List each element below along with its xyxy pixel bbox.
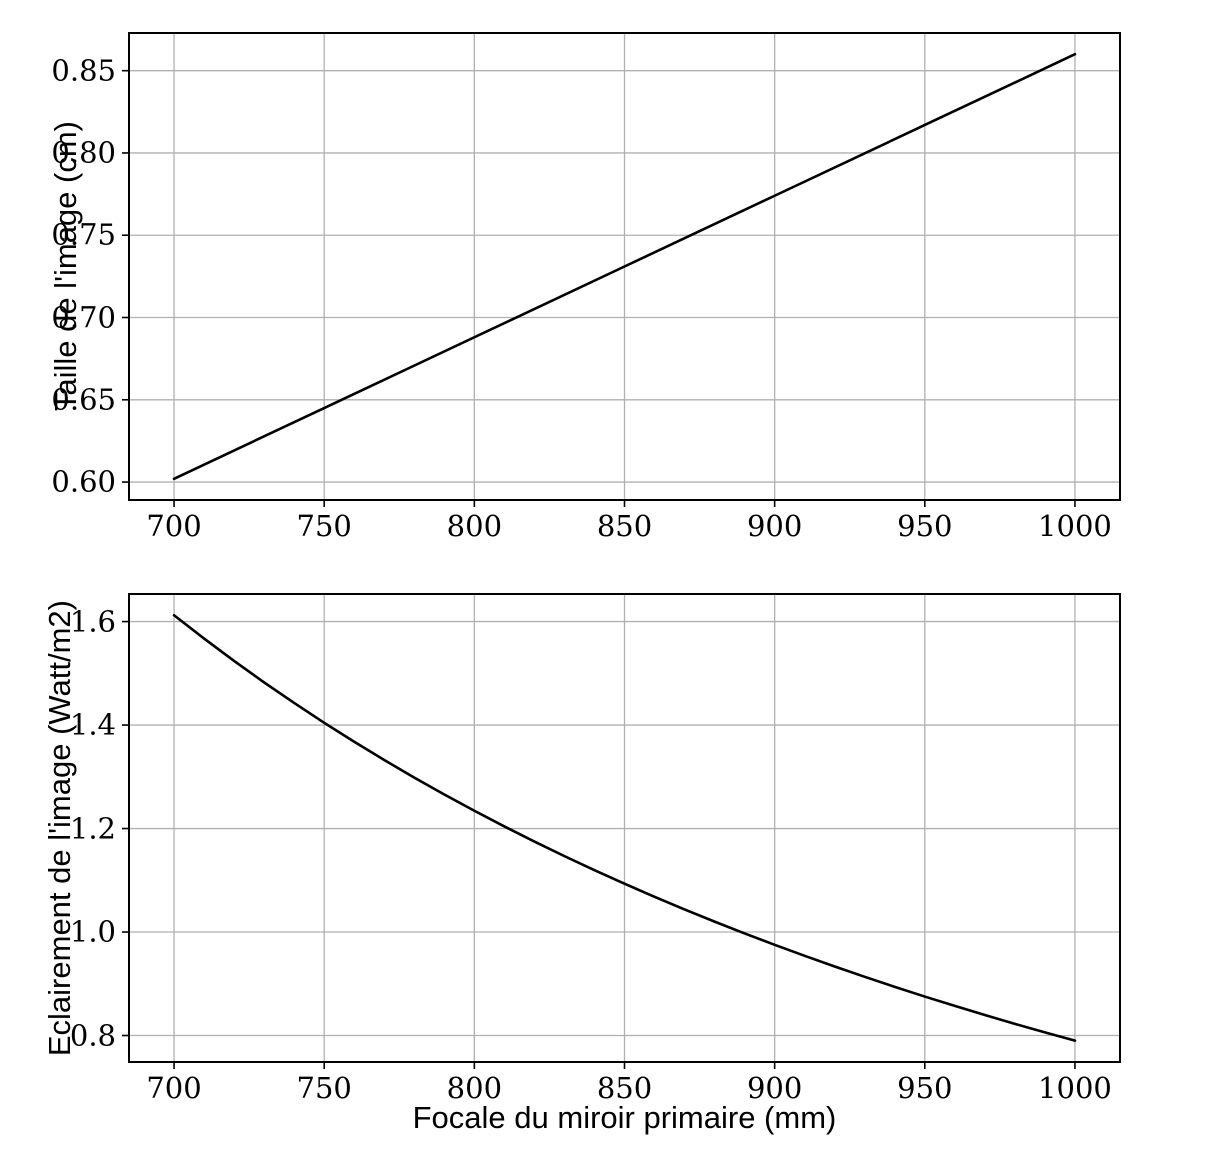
data-line bbox=[172, 613, 1077, 1042]
x-tick-label: 900 bbox=[746, 509, 803, 543]
axes-spines bbox=[128, 593, 1121, 1063]
y-tick-label: 1.2 bbox=[69, 811, 116, 846]
y-tick-label: 0.8 bbox=[69, 1018, 116, 1052]
x-tick-label: 1000 bbox=[1038, 1071, 1112, 1105]
x-tick-label: 950 bbox=[897, 509, 953, 543]
plot-illuminance: Eclairement de l'image (Watt/m2) 700 750 8… bbox=[42, 593, 1121, 1103]
plot-canvas-illuminance bbox=[122, 593, 1121, 1069]
x-tick-label: 750 bbox=[296, 1071, 352, 1105]
y-tick-label: 1.0 bbox=[69, 914, 116, 949]
x-tick-label: 850 bbox=[596, 1071, 653, 1105]
data-line bbox=[172, 52, 1077, 481]
y-tick-label: 0.80 bbox=[51, 135, 116, 170]
plot-canvas-image-size bbox=[122, 32, 1121, 507]
x-tick-label: 950 bbox=[897, 1071, 953, 1105]
x-axis-label-focal-length: Focale du miroir primaire (mm) bbox=[412, 1100, 837, 1135]
x-tick-label: 900 bbox=[746, 1071, 803, 1105]
y-tick-label: 0.85 bbox=[51, 53, 116, 88]
y-axis-label-container-top: Taille de l'image (cm) bbox=[45, 33, 87, 500]
y-tick-label: 1.4 bbox=[69, 707, 116, 742]
y-tick-label: 0.65 bbox=[51, 382, 116, 417]
x-tick-label: 800 bbox=[446, 1071, 503, 1105]
x-tick-label: 1000 bbox=[1038, 509, 1112, 543]
x-tick-label: 750 bbox=[296, 509, 352, 543]
y-tick-label: 0.70 bbox=[51, 300, 116, 334]
x-tick-label: 700 bbox=[146, 509, 202, 543]
plot-image-size: Taille de l'image (cm) 700 750 800 850 900 95… bbox=[48, 32, 1121, 541]
x-tick-label: 850 bbox=[596, 509, 653, 543]
axes-spines bbox=[128, 32, 1121, 501]
y-tick-label: 0.75 bbox=[51, 217, 116, 252]
x-tick-label: 700 bbox=[146, 1071, 202, 1105]
y-tick-label: 1.6 bbox=[69, 604, 116, 639]
y-tick-label: 0.60 bbox=[51, 464, 116, 499]
x-tick-label: 800 bbox=[446, 509, 503, 543]
